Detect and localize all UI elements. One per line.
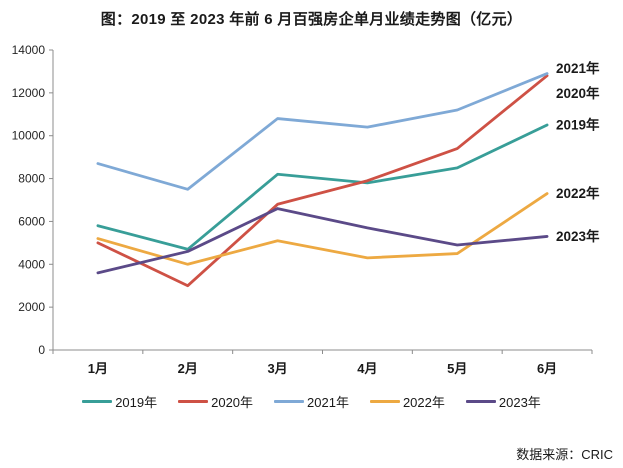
series-line-2021年 [96, 72, 549, 191]
series-end-label-2021年: 2021年 [556, 60, 600, 76]
legend-line-swatch [274, 400, 305, 403]
legend-item-2019年: 2019年 [82, 392, 157, 411]
data-source-note: 数据来源：CRIC [516, 447, 613, 462]
x-axis-label: 6月 [537, 361, 557, 376]
legend-item-2022年: 2022年 [369, 392, 445, 411]
legend-item-2021年: 2021年 [274, 392, 349, 411]
legend-line-swatch [178, 400, 209, 403]
x-axis-label: 1月 [88, 361, 108, 376]
chart-legend: 2019年 2020年 2021年 2022年 2023年 [0, 392, 623, 411]
y-axis-tick-label: 0 [38, 343, 45, 357]
series-end-label-2022年: 2022年 [556, 185, 600, 201]
series-line-2020年 [96, 74, 549, 288]
y-axis-tick-label: 8000 [18, 172, 45, 186]
series-end-label-2020年: 2020年 [556, 85, 600, 101]
series-end-label-2023年: 2023年 [556, 228, 600, 244]
legend-line-swatch [369, 400, 400, 403]
legend-label: 2019年 [115, 395, 158, 410]
legend-label: 2022年 [402, 395, 445, 410]
legend-item-2023年: 2023年 [465, 392, 541, 411]
y-axis-tick-label: 10000 [12, 129, 46, 143]
legend-line-swatch [82, 400, 113, 403]
legend-label: 2023年 [498, 395, 541, 410]
y-axis-tick-label: 4000 [18, 257, 45, 271]
series-line-2019年 [96, 123, 549, 251]
series-end-label-2019年: 2019年 [556, 117, 600, 133]
legend-label: 2020年 [211, 395, 254, 410]
legend-label: 2021年 [307, 395, 349, 410]
y-axis-tick-label: 12000 [12, 86, 46, 100]
chart-title: 图：2019 至 2023 年前 6 月百强房企单月业绩走势图（亿元） [100, 11, 523, 28]
series-line-2022年 [96, 192, 549, 266]
legend-item-2020年: 2020年 [178, 392, 253, 411]
x-axis-label: 2月 [178, 361, 198, 376]
y-axis-tick-label: 2000 [18, 300, 45, 314]
y-axis-tick-label: 14000 [12, 43, 46, 57]
y-axis-tick-label: 6000 [18, 214, 45, 228]
series-line-2023年 [96, 207, 549, 275]
x-axis-label: 4月 [357, 361, 377, 376]
legend-line-swatch [465, 400, 496, 403]
x-axis-label: 3月 [267, 361, 287, 376]
x-axis-label: 5月 [447, 361, 467, 376]
